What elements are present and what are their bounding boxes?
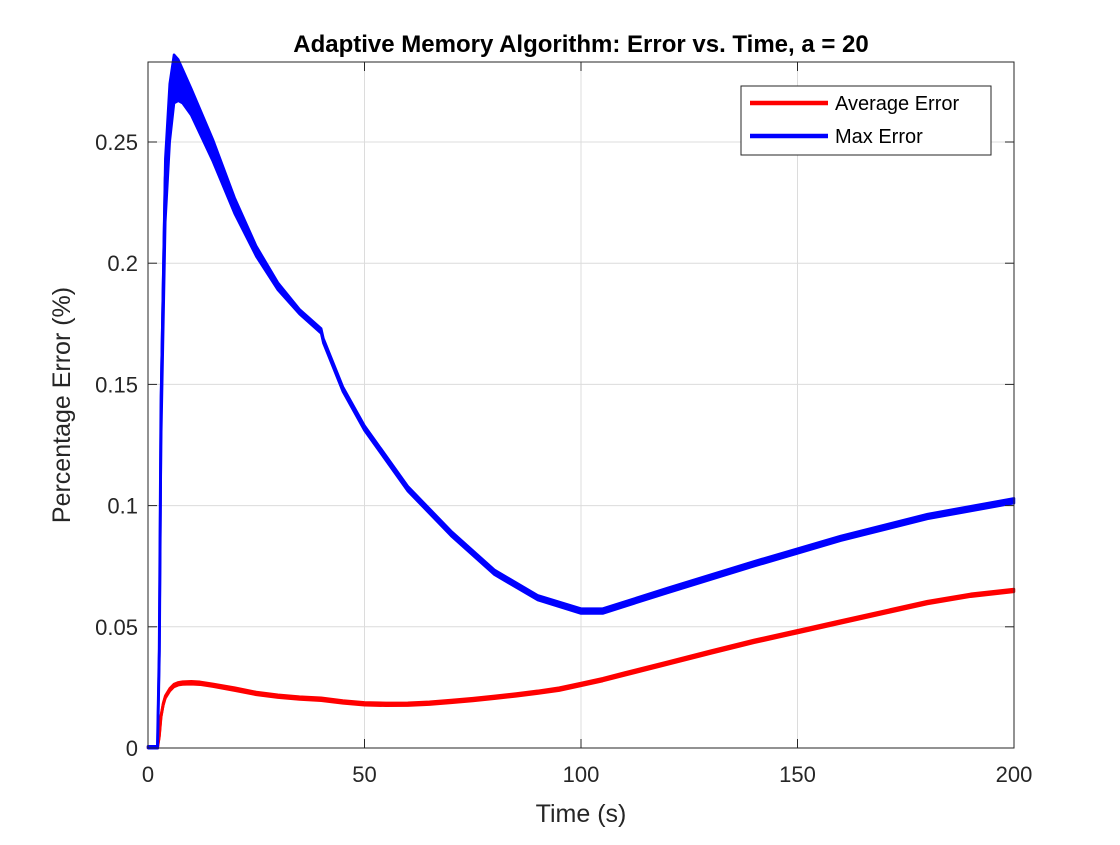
y-tick-label: 0 bbox=[126, 736, 138, 761]
y-tick-label: 0.2 bbox=[107, 251, 138, 276]
legend-box bbox=[740, 85, 992, 156]
y-tick-label: 0.05 bbox=[95, 615, 138, 640]
x-tick-label: 150 bbox=[779, 762, 816, 787]
legend-label-max-error: Max Error bbox=[835, 126, 923, 148]
y-axis-label: Percentage Error (%) bbox=[48, 287, 76, 523]
legend: Average Error Max Error bbox=[740, 85, 992, 156]
chart-title: Adaptive Memory Algorithm: Error vs. Tim… bbox=[293, 31, 869, 58]
x-tick-label: 200 bbox=[996, 762, 1033, 787]
grid bbox=[148, 62, 1014, 748]
x-tick-label: 0 bbox=[142, 762, 154, 787]
x-axis-label: Time (s) bbox=[536, 800, 627, 828]
y-tick-label: 0.15 bbox=[95, 372, 138, 397]
ticks: 0 50 100 150 200 0 0.05 0.1 0.15 0.2 0.25 bbox=[95, 62, 1032, 787]
series-line-average-error bbox=[148, 588, 1015, 750]
series-line-max-error bbox=[148, 87, 1015, 750]
y-tick-label: 0.25 bbox=[95, 130, 138, 155]
x-tick-label: 50 bbox=[352, 762, 376, 787]
legend-label-average-error: Average Error bbox=[835, 93, 959, 115]
x-tick-label: 100 bbox=[563, 762, 600, 787]
y-tick-label: 0.1 bbox=[107, 494, 138, 519]
